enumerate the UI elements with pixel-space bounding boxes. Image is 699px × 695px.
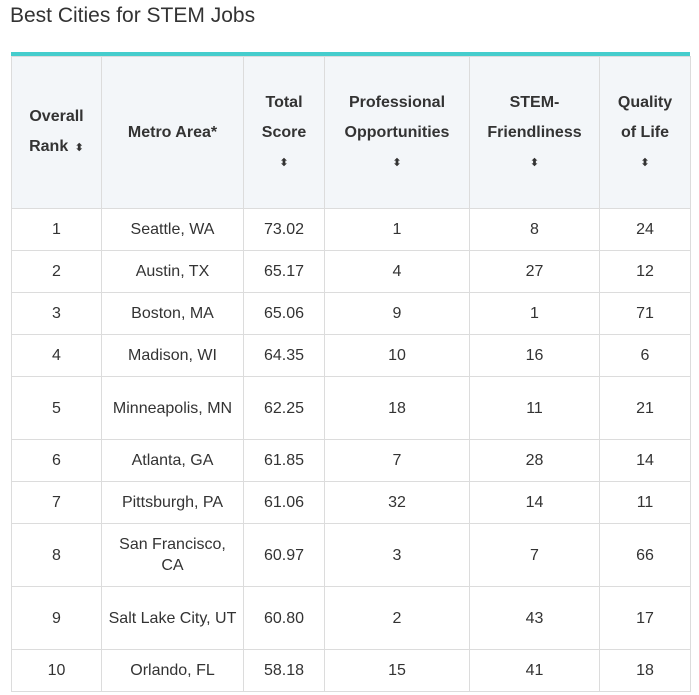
cell-stem-friendliness: 8: [469, 208, 600, 251]
table-row: 9 Salt Lake City, UT 60.80 2 43 17: [11, 586, 691, 650]
cell-quality-of-life: 66: [599, 523, 691, 587]
col-label: Professional: [348, 93, 446, 111]
col-metro-area[interactable]: Metro Area*: [101, 56, 244, 209]
col-label: Total: [265, 93, 303, 111]
cell-quality-of-life: 12: [599, 250, 691, 293]
cell-stem-friendliness: 7: [469, 523, 600, 587]
page-title: Best Cities for STEM Jobs: [10, 4, 256, 27]
sort-icon[interactable]: ⬍: [529, 156, 540, 169]
cell-quality-of-life: 11: [599, 481, 691, 524]
table-row: 10 Orlando, FL 58.18 15 41 18: [11, 649, 691, 692]
col-quality-of-life[interactable]: Quality of Life ⬍: [599, 56, 691, 209]
table-row: 2 Austin, TX 65.17 4 27 12: [11, 250, 691, 293]
cell-metro-area: Madison, WI: [101, 334, 244, 377]
cell-professional-opportunities: 7: [324, 439, 470, 482]
cell-stem-friendliness: 41: [469, 649, 600, 692]
cell-total-score: 61.06: [243, 481, 325, 524]
cell-total-score: 58.18: [243, 649, 325, 692]
cell-professional-opportunities: 15: [324, 649, 470, 692]
cell-total-score: 65.17: [243, 250, 325, 293]
cell-rank: 10: [11, 649, 102, 692]
cell-professional-opportunities: 3: [324, 523, 470, 587]
cell-total-score: 64.35: [243, 334, 325, 377]
col-label: Quality: [617, 93, 673, 111]
cell-quality-of-life: 6: [599, 334, 691, 377]
cell-total-score: 62.25: [243, 376, 325, 440]
cell-rank: 1: [11, 208, 102, 251]
cell-professional-opportunities: 9: [324, 292, 470, 335]
cell-metro-area: San Francisco, CA: [101, 523, 244, 587]
col-total-score[interactable]: Total Score ⬍: [243, 56, 325, 209]
cell-total-score: 73.02: [243, 208, 325, 251]
sort-icon[interactable]: ⬍: [640, 156, 650, 169]
col-label: Score: [261, 123, 307, 141]
cell-professional-opportunities: 4: [324, 250, 470, 293]
cell-stem-friendliness: 28: [469, 439, 600, 482]
cell-total-score: 60.80: [243, 586, 325, 650]
cell-rank: 4: [11, 334, 102, 377]
cell-rank: 8: [11, 523, 102, 587]
cell-quality-of-life: 14: [599, 439, 691, 482]
cell-metro-area: Pittsburgh, PA: [101, 481, 244, 524]
cell-metro-area: Minneapolis, MN: [101, 376, 244, 440]
cell-quality-of-life: 17: [599, 586, 691, 650]
cell-stem-friendliness: 43: [469, 586, 600, 650]
cell-total-score: 61.85: [243, 439, 325, 482]
col-label: STEM-: [509, 93, 560, 111]
col-label: Metro Area*: [127, 123, 218, 141]
table-row: 8 San Francisco, CA 60.97 3 7 66: [11, 523, 691, 587]
sort-icon[interactable]: ⬍: [279, 156, 289, 169]
cell-stem-friendliness: 1: [469, 292, 600, 335]
cell-metro-area: Boston, MA: [101, 292, 244, 335]
table-row: 6 Atlanta, GA 61.85 7 28 14: [11, 439, 691, 482]
cell-rank: 7: [11, 481, 102, 524]
col-stem-friendliness[interactable]: STEM- Friendliness ⬍: [469, 56, 600, 209]
cell-quality-of-life: 18: [599, 649, 691, 692]
cell-quality-of-life: 24: [599, 208, 691, 251]
cell-metro-area: Austin, TX: [101, 250, 244, 293]
table-row: 4 Madison, WI 64.35 10 16 6: [11, 334, 691, 377]
cell-rank: 2: [11, 250, 102, 293]
cell-metro-area: Salt Lake City, UT: [101, 586, 244, 650]
cell-stem-friendliness: 11: [469, 376, 600, 440]
cell-professional-opportunities: 10: [324, 334, 470, 377]
table-row: 5 Minneapolis, MN 62.25 18 11 21: [11, 376, 691, 440]
cell-rank: 5: [11, 376, 102, 440]
cell-metro-area: Orlando, FL: [101, 649, 244, 692]
sort-icon[interactable]: ⬍: [74, 142, 84, 154]
sort-icon[interactable]: ⬍: [392, 156, 402, 169]
cell-professional-opportunities: 1: [324, 208, 470, 251]
cell-metro-area: Seattle, WA: [101, 208, 244, 251]
col-label: Friendliness: [487, 123, 582, 141]
cell-stem-friendliness: 27: [469, 250, 600, 293]
cell-metro-area: Atlanta, GA: [101, 439, 244, 482]
cell-total-score: 65.06: [243, 292, 325, 335]
table-row: 3 Boston, MA 65.06 9 1 71: [11, 292, 691, 335]
col-professional-opportunities[interactable]: Professional Opportunities ⬍: [324, 56, 470, 209]
cell-rank: 6: [11, 439, 102, 482]
col-label: of Life: [621, 123, 669, 141]
col-overall-rank[interactable]: Overall Rank ⬍: [11, 56, 102, 209]
col-label: Rank: [29, 138, 69, 155]
cell-quality-of-life: 71: [599, 292, 691, 335]
cell-stem-friendliness: 16: [469, 334, 600, 377]
cell-rank: 3: [11, 292, 102, 335]
table-row: 7 Pittsburgh, PA 61.06 32 14 11: [11, 481, 691, 524]
cell-stem-friendliness: 14: [469, 481, 600, 524]
col-label: Overall: [29, 108, 84, 125]
col-label: Opportunities: [344, 123, 450, 141]
cell-rank: 9: [11, 586, 102, 650]
cell-professional-opportunities: 2: [324, 586, 470, 650]
table-header-row: Overall Rank ⬍ Metro Area* Total Score ⬍…: [11, 56, 691, 209]
cell-total-score: 60.97: [243, 523, 325, 587]
table-row: 1 Seattle, WA 73.02 1 8 24: [11, 208, 691, 251]
cell-professional-opportunities: 18: [324, 376, 470, 440]
cell-professional-opportunities: 32: [324, 481, 470, 524]
stem-jobs-table: Overall Rank ⬍ Metro Area* Total Score ⬍…: [11, 52, 691, 692]
cell-quality-of-life: 21: [599, 376, 691, 440]
